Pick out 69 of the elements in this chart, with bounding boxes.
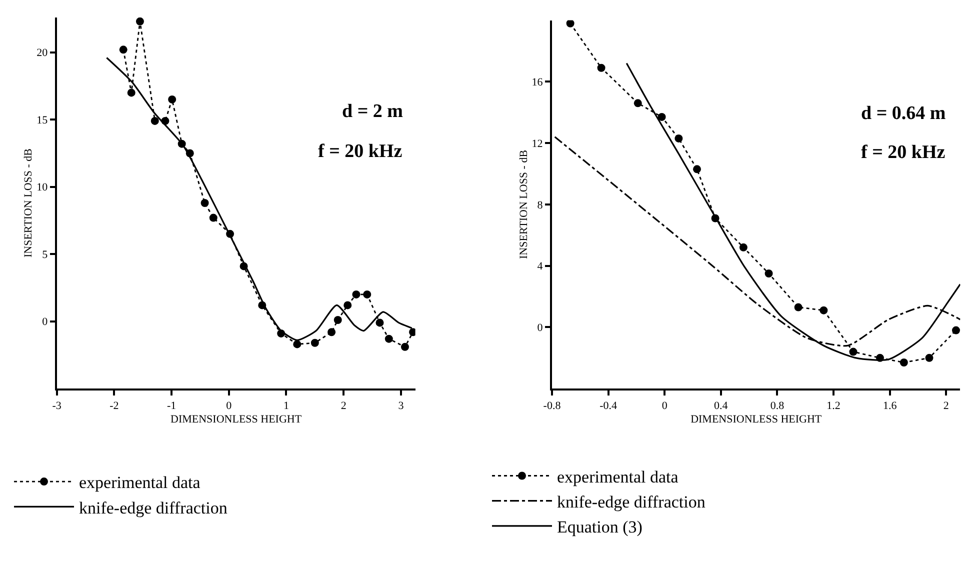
x-tick-label: 2 xyxy=(340,400,346,412)
point xyxy=(658,112,666,121)
x-tick-label: 1.2 xyxy=(826,400,840,412)
legend-label: knife-edge diffraction xyxy=(79,498,228,518)
point xyxy=(344,301,352,310)
x-tick-label: 1.6 xyxy=(882,400,898,412)
y-tick-label: 0 xyxy=(537,322,544,334)
annotation: d = 2 m xyxy=(342,101,404,122)
y-axis-title: INSERTION LOSS - dB xyxy=(518,150,530,259)
point xyxy=(293,340,302,348)
point xyxy=(952,326,960,334)
x-tick-label: -0.8 xyxy=(543,400,562,412)
point xyxy=(310,338,319,347)
point xyxy=(566,20,574,28)
point xyxy=(384,334,393,343)
point xyxy=(136,17,144,26)
x-tick-label: -0.4 xyxy=(600,400,618,412)
point xyxy=(150,116,159,125)
legend-label: knife-edge diffraction xyxy=(557,492,706,512)
point xyxy=(849,348,858,356)
annotation: d = 0.64 m xyxy=(861,103,946,124)
y-tick-label: 16 xyxy=(532,76,544,89)
point xyxy=(363,290,372,298)
y-tick-label: 20 xyxy=(36,47,48,60)
x-tick-label: -3 xyxy=(52,400,62,412)
legend-label: experimental data xyxy=(557,467,679,486)
point xyxy=(794,303,802,312)
annotation: f = 20 kHz xyxy=(861,142,946,163)
x-tick-label: 0 xyxy=(662,400,668,412)
x-tick-label: -2 xyxy=(110,400,119,412)
point xyxy=(820,306,828,314)
y-tick-label: 8 xyxy=(537,199,544,212)
y-tick-label: 5 xyxy=(42,248,48,261)
x-tick-label: 0.4 xyxy=(714,400,728,412)
y-tick-label: 0 xyxy=(42,316,48,328)
point xyxy=(328,328,336,336)
x-tick-label: -1 xyxy=(166,400,176,412)
annotation: f = 20 kHz xyxy=(318,141,403,162)
x-tick-label: 0.8 xyxy=(770,400,785,412)
y-axis-title: INSERTION LOSS - dB xyxy=(22,148,35,258)
point xyxy=(209,214,218,222)
point xyxy=(597,64,606,72)
x-tick-label: 3 xyxy=(398,400,404,412)
y-tick-label: 12 xyxy=(532,138,543,150)
x-tick-label: 0 xyxy=(226,400,232,412)
point xyxy=(925,354,934,362)
point xyxy=(352,290,360,298)
point xyxy=(739,243,748,252)
point xyxy=(674,134,683,142)
point xyxy=(634,99,642,108)
y-tick-label: 4 xyxy=(537,260,544,273)
point xyxy=(400,342,409,351)
y-tick-label: 15 xyxy=(36,114,48,126)
x-tick-label: 1 xyxy=(283,400,289,412)
point xyxy=(127,88,136,97)
point xyxy=(900,358,908,367)
point xyxy=(200,199,209,207)
point xyxy=(334,316,342,324)
point xyxy=(168,95,176,104)
point xyxy=(764,270,773,278)
x-tick-label: 2 xyxy=(943,400,949,412)
point xyxy=(693,165,701,174)
legend-label: experimental data xyxy=(79,473,201,492)
x-axis-title: DIMENSIONLESS HEIGHT xyxy=(170,414,302,426)
y-tick-label: 10 xyxy=(36,182,48,194)
legend-label: Equation (3) xyxy=(557,518,642,537)
point xyxy=(119,46,128,54)
x-axis-title: DIMENSIONLESS HEIGHT xyxy=(690,414,822,426)
point xyxy=(376,318,384,327)
